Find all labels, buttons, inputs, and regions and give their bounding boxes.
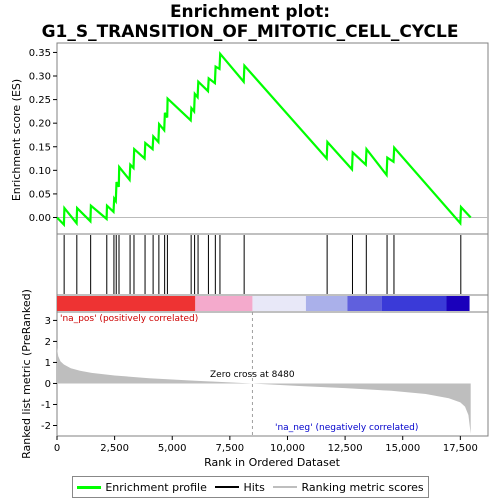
legend-item-enrichment: Enrichment profile [77, 481, 207, 494]
rank-ytick-label: 3 [45, 316, 51, 327]
rank-ytick-label: -2 [41, 421, 51, 432]
colorbar-band [347, 296, 382, 311]
rank-ytick-label: 1 [45, 358, 51, 369]
colorbar-band [252, 296, 306, 311]
es-ytick-label: 0.25 [29, 95, 51, 106]
rank-ytick-label: 2 [45, 337, 51, 348]
colorbar-band [381, 296, 447, 311]
rank-xtick-label: 10,000 [270, 443, 305, 454]
es-ytick-label: 0.10 [29, 166, 51, 177]
es-ytick-label: 0.05 [29, 189, 51, 200]
rank-xtick-label: 7,500 [216, 443, 245, 454]
zero-cross-label: Zero cross at 8480 [210, 370, 295, 380]
rank-ytick-label: -1 [41, 400, 51, 411]
legend-label-ranking: Ranking metric scores [301, 480, 424, 494]
enrichment-y-axis-title: Enrichment score (ES) [10, 79, 23, 201]
ranking-x-axis-title: Rank in Ordered Dataset [204, 456, 341, 469]
rank-xtick-label: 2,500 [100, 443, 129, 454]
page-title: Enrichment plot: G1_S_TRANSITION_OF_MITO… [41, 2, 459, 42]
legend-swatch-enrichment [77, 485, 102, 489]
legend-swatch-ranking [273, 486, 298, 488]
legend-label-hits: Hits [243, 480, 265, 494]
hits-layer [63, 235, 462, 294]
rank-xtick-label: 17,500 [443, 443, 478, 454]
legend: Enrichment profile Hits Ranking metric s… [72, 476, 429, 498]
axis-layer: 0.00 0.05 0.10 0.15 0.20 0.25 0.30 0.35 -2 -1 0 1 2 3… [29, 48, 478, 454]
rank-xtick-label: 15,000 [385, 443, 420, 454]
es-ytick-label: 0.00 [29, 213, 51, 224]
enrichment-layer [56, 50, 488, 228]
legend-label-enrichment: Enrichment profile [105, 480, 207, 494]
colorbar-band [195, 296, 253, 311]
pos-correlated-label: 'na_pos' (positively correlated) [60, 314, 198, 324]
rank-xtick-label: 5,000 [158, 443, 187, 454]
colorbar-band [446, 296, 470, 311]
enrichment-profile-line [56, 50, 472, 228]
es-ytick-label: 0.20 [29, 119, 51, 130]
ranking-y-axis-title: Ranked list metric (PreRanked) [20, 289, 33, 459]
hits-panel [56, 233, 489, 296]
rank-xtick-label: 0 [54, 443, 60, 454]
ranking-layer [57, 312, 471, 436]
neg-correlated-label: 'na_neg' (negatively correlated) [275, 423, 418, 433]
colorbar-layer [57, 296, 470, 311]
legend-swatch-hits [215, 486, 240, 488]
enrichment-panel [56, 42, 489, 235]
es-ytick-label: 0.15 [29, 142, 51, 153]
es-ytick-label: 0.35 [29, 48, 51, 59]
rank-ytick-label: 0 [45, 379, 51, 390]
colorbar-band [57, 296, 196, 311]
rank-xtick-label: 12,500 [328, 443, 363, 454]
es-ytick-label: 0.30 [29, 72, 51, 83]
legend-item-ranking: Ranking metric scores [273, 480, 424, 494]
colorbar-band [305, 296, 348, 311]
ranking-panel [56, 311, 489, 437]
legend-item-hits: Hits [215, 480, 265, 494]
